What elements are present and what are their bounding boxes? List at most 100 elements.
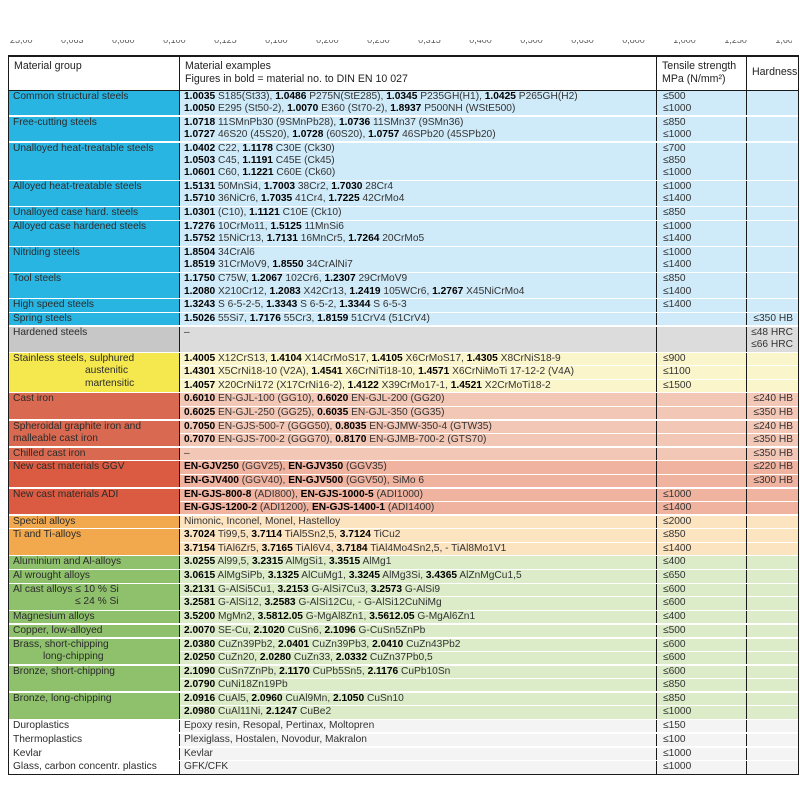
hardness-cell: ≤240 HB ≤350 HB: [746, 420, 798, 447]
material-example-line: Nimonic, Inconel, Monel, Hastelloy: [184, 515, 341, 527]
material-example-line: 2.0916 CuAl5, 2.0960 CuAl9Mn, 2.1050 CuS…: [184, 692, 404, 704]
header-hardness-label: Hardness: [752, 66, 798, 79]
material-row: Kevlar Kevlar ≤1000: [9, 747, 798, 760]
material-group-label: Chilled cast iron: [13, 447, 86, 459]
material-group-cell: Bronze, short-chipping: [9, 665, 179, 692]
material-example-line: 0.7070 EN-GJS-700-2 (GGG70), 0.8170 EN-G…: [180, 432, 656, 446]
material-row: Ti and Ti-alloys 3.7024 Ti99,5, 3.7114 Ti…: [9, 529, 798, 555]
tensile-value: ≤1000: [663, 167, 692, 179]
material-row: Hardened steels – ≤48 HRC ≤66 HRC: [9, 326, 798, 352]
material-row: Spring steels 1.5026 55Si7, 1.7176 55Cr3,…: [9, 313, 798, 326]
tensile-strength-cell: [656, 447, 746, 460]
material-row: Common structural steels 1.0035 S185(St33…: [9, 90, 798, 116]
hardness-value: [747, 748, 798, 760]
material-group-label: Spheroidal graphite iron and: [13, 420, 142, 432]
hardness-value: ≤66 HRC: [751, 339, 793, 351]
material-example-line: 1.0718 11SMnPb30 (9SMnPb28), 1.0736 11SM…: [184, 116, 464, 128]
material-examples-cell: 1.0402 C22, 1.1178 C30E (Ck30) 1.0503 C45…: [179, 142, 656, 180]
material-group-label: Common structural steels: [13, 90, 129, 102]
material-example-line: 1.4057 X20CrNi172 (X17CrNi16-2), 1.4122 …: [180, 378, 656, 392]
material-group-label: ≤ 24 % Si: [75, 596, 119, 608]
hardness-cell: ≤240 HB ≤350 HB: [746, 393, 798, 420]
tensile-strength-cell: ≤600 ≤600: [656, 638, 746, 665]
material-example-line: 0.7050 EN-GJS-500-7 (GGG50), 0.8035 EN-G…: [184, 420, 492, 432]
hardness-cell: [746, 529, 798, 555]
material-examples-cell: 1.8504 34CrAl6 1.8519 31CrMoV9, 1.8550 34…: [179, 247, 656, 272]
hardness-value: [747, 221, 798, 233]
material-examples-cell: 1.0718 11SMnPb30 (9SMnPb28), 1.0736 11SM…: [179, 116, 656, 142]
material-example-line: 1.5752 15NiCr13, 1.7131 16MnCr5, 1.7264 …: [184, 233, 425, 245]
material-examples-cell: 1.5131 50MnSi4, 1.7003 38Cr2, 1.7030 28C…: [179, 181, 656, 206]
material-row: Magnesium alloys 3.5200 MgMn2, 3.5812.05 …: [9, 611, 798, 624]
hardness-value: [747, 273, 798, 285]
material-group-cell: Al cast alloys ≤ 10 % Si ≤ 24 % Si: [9, 584, 179, 610]
hardness-value: [747, 233, 798, 245]
tensile-value: ≤1000: [663, 102, 692, 114]
material-examples-cell: Nimonic, Inconel, Monel, Hastelloy: [179, 515, 656, 528]
material-group-cell: Alloyed heat-treatable steels: [9, 181, 179, 206]
material-examples-cell: EN-GJS-800-8 (ADI800), EN-GJS-1000-5 (AD…: [179, 488, 656, 515]
material-group-cell: High speed steels: [9, 299, 179, 312]
material-group-label: Magnesium alloys: [13, 611, 95, 623]
material-group-cell: Brass, short-chipping long-chipping: [9, 638, 179, 665]
material-group-label: austenitic: [85, 365, 129, 377]
tensile-strength-cell: ≤700 ≤850 ≤1000: [656, 142, 746, 180]
material-example-line: 1.7276 10CrMo11, 1.5125 11MnSi6: [184, 221, 344, 233]
material-example-line: 2.1090 CuSn7ZnPb, 2.1170 CuPb5Sn5, 2.117…: [184, 665, 451, 677]
material-group-cell: Ti and Ti-alloys: [9, 529, 179, 555]
material-example-line: Plexiglass, Hostalen, Novodur, Makralon: [184, 733, 367, 745]
hardness-value: ≤350 HB: [747, 405, 798, 419]
tensile-value: ≤1000: [663, 488, 692, 500]
tensile-value: ≤1000: [663, 761, 692, 773]
material-example-line: 1.5710 36NiCr6, 1.7035 41Cr4, 1.7225 42C…: [184, 193, 405, 205]
material-group-cell: Spheroidal graphite iron and malleable ca…: [9, 420, 179, 447]
material-row: Copper, low-alloyed 2.0070 SE-Cu, 2.1020 …: [9, 624, 798, 638]
tensile-strength-cell: ≤1000 ≤1400: [656, 488, 746, 515]
hardness-value: [747, 734, 798, 746]
tensile-value: ≤700: [663, 142, 686, 154]
material-example-line: 2.0250 CuZn20, 2.0280 CuZn33, 2.0332 CuZ…: [180, 651, 656, 664]
hardness-cell: [746, 90, 798, 116]
material-group-label: Al cast alloys ≤ 10 % Si: [13, 584, 119, 596]
tensile-value: ≤1400: [663, 259, 692, 271]
material-example-line: 1.8519 31CrMoV9, 1.8550 34CrAlNi7: [184, 259, 353, 271]
material-row: Bronze, short-chipping 2.1090 CuSn7ZnPb, …: [9, 665, 798, 692]
material-examples-cell: 0.6010 EN-GJL-100 (GG10), 0.6020 EN-GJL-…: [179, 393, 656, 420]
material-examples-cell: 1.7276 10CrMo11, 1.5125 11MnSi6 1.5752 15…: [179, 221, 656, 246]
hardness-cell: ≤48 HRC ≤66 HRC: [746, 326, 798, 352]
material-example-line: 3.5200 MgMn2, 3.5812.05 G-MgAl8Zn1, 3.56…: [184, 611, 476, 623]
material-example-line: 2.0070 SE-Cu, 2.1020 CuSn6, 2.1096 G-CuS…: [184, 624, 426, 636]
material-row: Aluminium and Al-alloys 3.0255 Al99,5, 3.…: [9, 556, 798, 569]
tensile-value: ≤850: [663, 207, 686, 219]
material-group-cell: Special alloys: [9, 515, 179, 528]
hardness-value: [747, 516, 798, 528]
material-example-line: –: [184, 447, 190, 459]
material-example-line: 2.0790 CuNi18Zn19Pb: [180, 678, 656, 691]
tensile-value: ≤1000: [663, 128, 692, 140]
material-group-label: Free-cutting steels: [13, 116, 97, 128]
tensile-value: [657, 313, 746, 325]
material-example-line: 1.8504 34CrAl6: [184, 247, 255, 259]
tensile-value: ≤1400: [663, 233, 692, 245]
material-group-label: Unalloyed case hard. steels: [13, 207, 139, 219]
tensile-strength-cell: ≤1000 ≤1400: [656, 181, 746, 206]
material-example-line: 1.1750 C75W, 1.2067 102Cr6, 1.2307 29CrM…: [184, 273, 408, 285]
tensile-strength-cell: ≤850: [656, 207, 746, 220]
material-row: Alloyed case hardened steels 1.7276 10CrM…: [9, 221, 798, 246]
tensile-value: [657, 473, 746, 487]
material-group-cell: Al wrought alloys: [9, 570, 179, 583]
material-examples-cell: 1.0035 S185(St33), 1.0486 P275N(StE285),…: [179, 90, 656, 116]
hardness-value: [747, 666, 798, 678]
hardness-value: [747, 365, 798, 378]
tensile-value: ≤2000: [663, 515, 692, 527]
hardness-cell: ≤220 HB ≤300 HB: [746, 461, 798, 487]
material-row: Unalloyed case hard. steels 1.0301 (C10),…: [9, 207, 798, 220]
hardness-value: [747, 207, 798, 219]
material-row: Thermoplastics Plexiglass, Hostalen, Novo…: [9, 733, 798, 747]
material-examples-cell: –: [179, 326, 656, 352]
hardness-cell: [746, 247, 798, 272]
material-group-cell: Common structural steels: [9, 90, 179, 116]
material-example-line: 3.0255 Al99,5, 3.2315 AlMgSi1, 3.3515 Al…: [184, 556, 392, 568]
hardness-value: [747, 500, 798, 514]
hardness-cell: [746, 207, 798, 220]
